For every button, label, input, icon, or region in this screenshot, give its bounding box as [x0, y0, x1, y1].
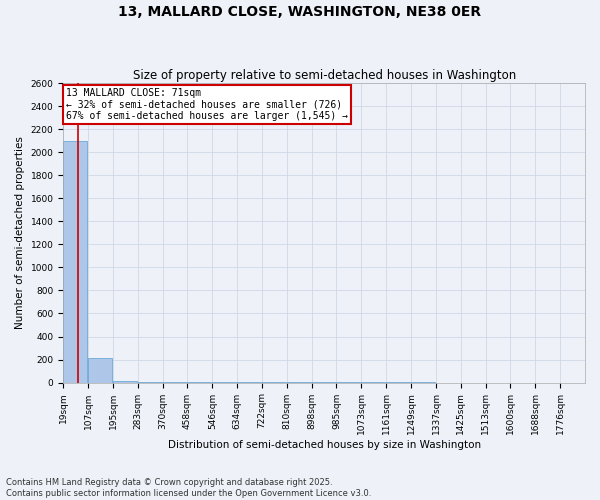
- Text: 13 MALLARD CLOSE: 71sqm
← 32% of semi-detached houses are smaller (726)
67% of s: 13 MALLARD CLOSE: 71sqm ← 32% of semi-de…: [66, 88, 348, 121]
- Bar: [88, 358, 112, 382]
- Y-axis label: Number of semi-detached properties: Number of semi-detached properties: [15, 136, 25, 330]
- Title: Size of property relative to semi-detached houses in Washington: Size of property relative to semi-detach…: [133, 69, 516, 82]
- Bar: [113, 381, 137, 382]
- Text: 13, MALLARD CLOSE, WASHINGTON, NE38 0ER: 13, MALLARD CLOSE, WASHINGTON, NE38 0ER: [118, 5, 482, 19]
- X-axis label: Distribution of semi-detached houses by size in Washington: Distribution of semi-detached houses by …: [167, 440, 481, 450]
- Text: Contains HM Land Registry data © Crown copyright and database right 2025.
Contai: Contains HM Land Registry data © Crown c…: [6, 478, 371, 498]
- Bar: [63, 140, 87, 382]
